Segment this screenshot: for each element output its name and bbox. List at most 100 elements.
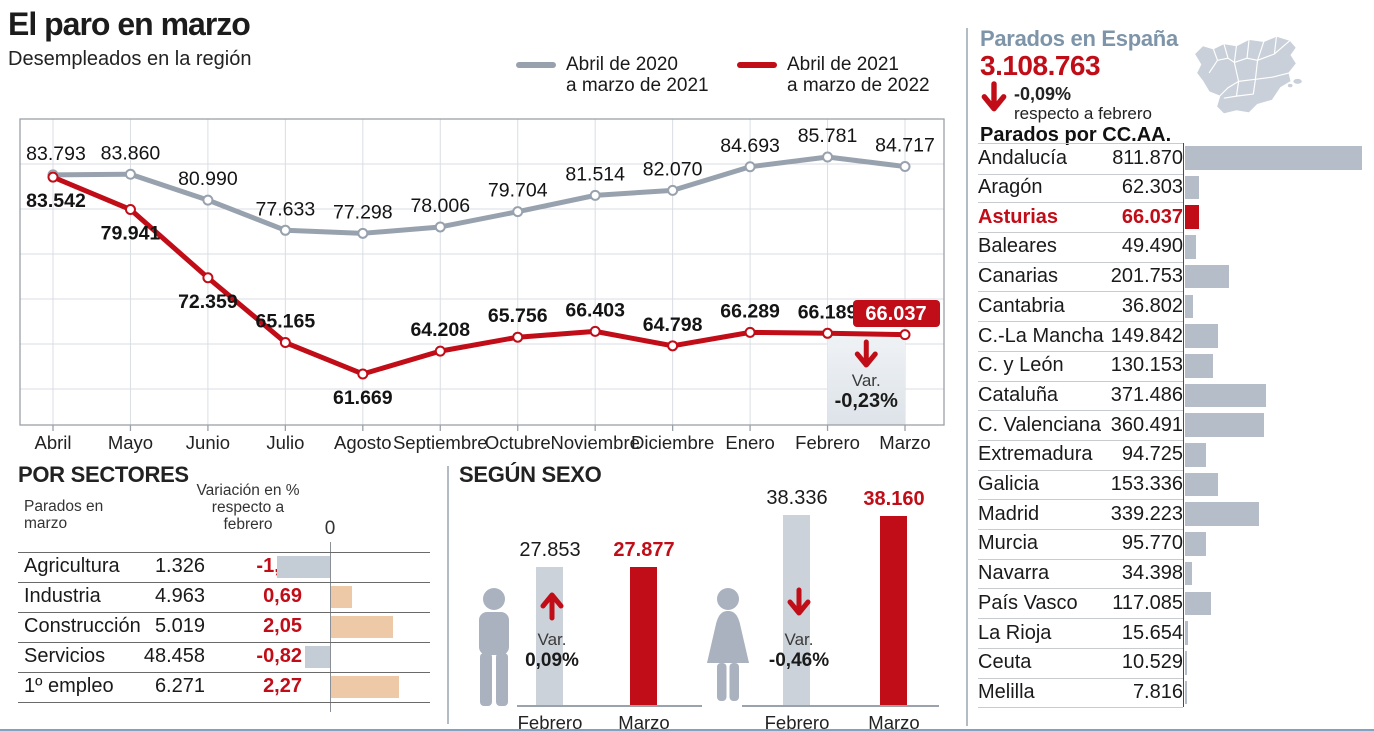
bar xyxy=(1185,353,1214,378)
sector-value: 4.963 xyxy=(154,585,205,607)
bar xyxy=(1185,383,1266,408)
variation-bar xyxy=(331,676,400,698)
sector-label: Agricultura xyxy=(24,555,120,577)
value-label: 66.037 xyxy=(865,303,926,325)
sector-label: 1º empleo xyxy=(24,675,114,697)
region-value: 94.725 xyxy=(1121,443,1183,466)
bar xyxy=(1185,175,1199,200)
month-tick-label: Octubre xyxy=(485,432,551,453)
sex-title: SEGÚN SEXO xyxy=(459,462,602,487)
row-separator xyxy=(18,552,430,553)
row-separator xyxy=(18,612,430,613)
data-point xyxy=(822,151,834,163)
region-value: 149.842 xyxy=(1110,324,1183,347)
bar xyxy=(630,566,657,705)
variation-annotation: Var. -0,46% xyxy=(754,587,844,672)
month-tick-label: Febrero xyxy=(795,432,860,453)
var-value: -0,46% xyxy=(768,650,830,671)
region-label: Andalucía xyxy=(978,147,1067,170)
data-point xyxy=(822,327,834,339)
bottom-rule xyxy=(0,729,1374,731)
month-tick-label: Marzo xyxy=(879,432,930,453)
region-value: 201.753 xyxy=(1110,265,1183,288)
value-label: 65.165 xyxy=(256,311,316,333)
region-value: 371.486 xyxy=(1110,383,1183,406)
value-label: 82.070 xyxy=(643,158,703,180)
sector-variation: 2,05 xyxy=(263,615,302,637)
data-point xyxy=(47,171,59,183)
region-label: Navarra xyxy=(978,562,1050,585)
legend-item-2020: Abril de 2020 a marzo de 2021 xyxy=(516,54,709,96)
data-point xyxy=(357,227,369,239)
data-point xyxy=(512,331,524,343)
variation-bar xyxy=(331,616,393,638)
panel-divider xyxy=(966,28,968,726)
region-value: 130.153 xyxy=(1110,354,1183,377)
value-label: 27.877 xyxy=(613,538,675,561)
value-label: 77.633 xyxy=(256,198,316,220)
down-arrow-icon xyxy=(981,81,1007,112)
value-label: 27.853 xyxy=(519,538,581,561)
table-row: Andalucía 811.870 xyxy=(978,143,1183,175)
bar xyxy=(1185,621,1189,645)
bar xyxy=(1185,650,1188,675)
spain-change-caption: respecto a febrero xyxy=(1014,104,1152,123)
region-label: País Vasco xyxy=(978,591,1078,614)
data-point xyxy=(589,189,601,201)
data-point xyxy=(667,340,679,352)
region-label: C. Valenciana xyxy=(978,413,1102,436)
red-line-swatch xyxy=(737,62,777,68)
region-label: Extremadura xyxy=(978,443,1093,466)
series-line xyxy=(52,154,906,236)
value-label: 79.941 xyxy=(101,223,161,245)
region-label: Galicia xyxy=(978,473,1040,496)
legend-item-2021: Abril de 2021 a marzo de 2022 xyxy=(737,54,930,96)
bar xyxy=(1185,146,1362,170)
table-row: Aragón 62.303 xyxy=(978,173,1183,204)
month-tick-label: Junio xyxy=(186,432,230,453)
value-label: 66.403 xyxy=(565,299,625,321)
sectors-section: POR SECTORES Parados en marzo Variación … xyxy=(18,462,440,731)
table-row: Madrid 339.223 xyxy=(978,499,1183,531)
table-row: Navarra 34.398 xyxy=(978,559,1183,590)
bar xyxy=(1185,235,1196,259)
legend-label: Abril de 2020 a marzo de 2021 xyxy=(566,54,709,96)
legend-label: Abril de 2021 a marzo de 2022 xyxy=(787,54,930,96)
region-label: Melilla xyxy=(978,680,1035,703)
value-label: 83.542 xyxy=(26,190,86,212)
value-label: 38.160 xyxy=(863,487,925,510)
bar xyxy=(1185,324,1218,348)
region-value: 10.529 xyxy=(1121,651,1183,674)
data-point xyxy=(279,224,291,236)
row-separator xyxy=(18,702,430,703)
table-row: Cataluña 371.486 xyxy=(978,381,1183,412)
value-label: 66.189 xyxy=(798,301,858,323)
category-label: Febrero xyxy=(517,712,583,731)
bar xyxy=(1185,502,1259,527)
data-point xyxy=(512,206,524,218)
month-tick-label: Diciembre xyxy=(631,432,714,453)
data-point xyxy=(434,221,446,233)
table-row: Canarias 201.753 xyxy=(978,262,1183,293)
zero-axis-label: 0 xyxy=(324,518,336,539)
highlight-badge xyxy=(853,300,940,327)
var-label: Var. xyxy=(784,630,814,649)
data-point xyxy=(124,168,136,180)
spain-panel: Parados en España 3.108.763 -0,09% respe… xyxy=(966,0,1374,731)
spain-change-value: -0,09% xyxy=(1014,84,1072,104)
page-title: El paro en marzo xyxy=(8,6,251,42)
data-point xyxy=(899,161,911,173)
series-line xyxy=(52,174,906,377)
region-value: 117.085 xyxy=(1112,591,1183,614)
region-value: 66.037 xyxy=(1121,205,1183,228)
data-point xyxy=(744,326,756,338)
region-value: 49.490 xyxy=(1121,235,1183,258)
row-separator xyxy=(18,672,430,673)
region-label: Asturias xyxy=(978,205,1059,228)
zero-axis-line xyxy=(330,542,331,712)
region-label: Baleares xyxy=(978,235,1057,258)
value-label: 83.793 xyxy=(26,143,86,165)
month-tick-label: Septiembre xyxy=(393,432,488,453)
table-row: Cantabria 36.802 xyxy=(978,292,1183,323)
